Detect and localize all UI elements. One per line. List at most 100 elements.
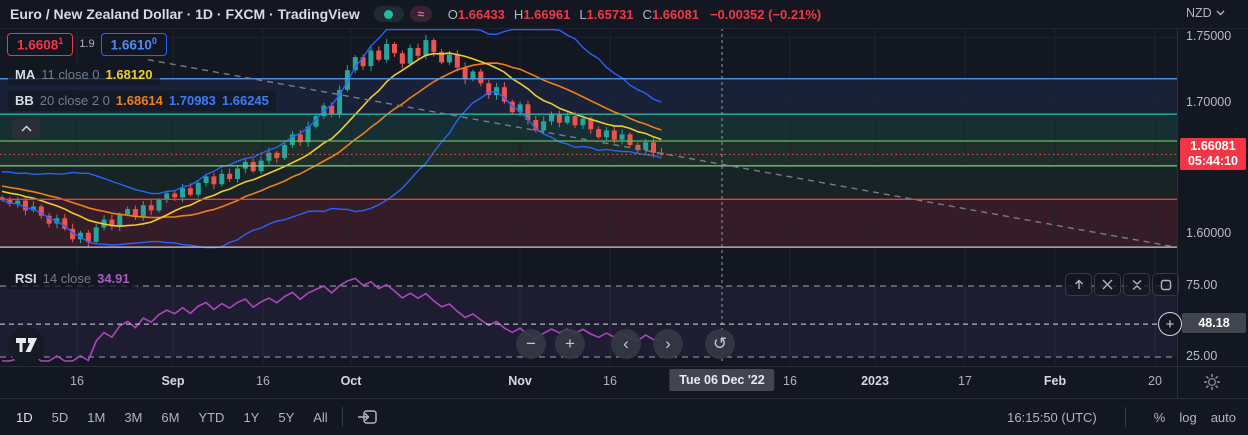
range-ytd-button[interactable]: YTD: [198, 409, 225, 425]
gear-icon: [1204, 374, 1220, 390]
open-label: O: [447, 6, 458, 22]
last-price-value: 1.66081: [1190, 139, 1236, 154]
pane-maximize-button[interactable]: [1152, 273, 1179, 296]
bottom-toolbar: 1D 5D 1M 3M 6M YTD 1Y 5Y All 16:15:50 (U…: [0, 399, 1248, 435]
rsi-tick: 25.00: [1186, 349, 1218, 363]
footer-right-controls: 16:15:50 (UTC) % log auto: [1007, 407, 1236, 427]
range-5d-button[interactable]: 5D: [51, 409, 69, 425]
last-price-badge: 1.66081 05:44:10: [1180, 138, 1246, 171]
quote-panel: 1.66081 1.9 1.66100: [7, 33, 167, 56]
market-status-toggle[interactable]: [373, 6, 404, 22]
rsi-crosshair-badge: 48.18: [1182, 313, 1246, 334]
range-5y-button[interactable]: 5Y: [278, 409, 295, 425]
sell-button[interactable]: 1.66081: [7, 33, 74, 56]
footer-divider-right: [1124, 407, 1126, 427]
ma-name: MA: [15, 67, 36, 82]
market-open-dot-icon: [384, 9, 394, 19]
price-chart-canvas[interactable]: [0, 28, 1177, 366]
range-1d-button[interactable]: 1D: [16, 409, 33, 425]
go-to-date-button[interactable]: [357, 407, 379, 427]
range-all-button[interactable]: All: [313, 409, 328, 425]
tradingview-logo[interactable]: [8, 327, 45, 364]
pane-close-button[interactable]: [1094, 273, 1121, 296]
bb-basis-line: [1, 62, 662, 219]
time-tick: 16: [603, 374, 617, 388]
time-tick: 20: [1148, 374, 1162, 388]
chevron-up-icon: [20, 125, 32, 132]
rsi-params: 14 close: [42, 271, 92, 286]
range-1m-button[interactable]: 1M: [87, 409, 106, 425]
add-alert-plus-icon[interactable]: +: [1158, 312, 1182, 336]
bb-name: BB: [15, 93, 34, 108]
symbol-title[interactable]: Euro / New Zealand Dollar · 1D · FXCM · …: [10, 6, 360, 22]
legend-collapse-button[interactable]: [12, 118, 40, 139]
scroll-right-button[interactable]: ›: [653, 329, 683, 359]
change-value: −0.00352 (−0.21%): [709, 6, 822, 22]
bb-params: 20 close 2 0: [39, 93, 110, 108]
currency-label: NZD: [1186, 6, 1212, 20]
time-tick: Nov: [508, 374, 532, 388]
bb-lower-line: [1, 91, 662, 249]
tv-glyph-icon: [16, 338, 37, 352]
rsi-name: RSI: [15, 271, 37, 286]
price-tick: 1.75000: [1186, 29, 1232, 44]
chevron-down-icon: [1216, 10, 1225, 16]
axis-settings-button[interactable]: [1202, 372, 1222, 392]
range-6m-button[interactable]: 6M: [161, 409, 180, 425]
rsi-line: [2, 277, 662, 362]
rsi-value: 34.91: [97, 271, 130, 286]
price-axis-divider: [1177, 28, 1178, 398]
close-icon: [1102, 279, 1113, 290]
high-label: H: [513, 6, 524, 22]
range-1y-button[interactable]: 1Y: [243, 409, 260, 425]
legend-bb[interactable]: BB 20 close 2 0 1.68614 1.70983 1.66245: [8, 90, 276, 111]
collapse-vertical-icon: [1132, 279, 1141, 290]
range-3m-button[interactable]: 3M: [124, 409, 143, 425]
low-value: 1.65731: [586, 6, 634, 22]
time-tick: Feb: [1043, 374, 1067, 388]
time-tick: Sep: [161, 374, 185, 388]
ohlc-readout: O1.66433 H1.66961 L1.65731 C1.66081 −0.0…: [448, 7, 821, 22]
bb-basis-value: 1.68614: [115, 93, 163, 108]
ma-params: 11 close 0: [41, 67, 100, 82]
time-axis-divider: [0, 366, 1248, 367]
maximize-icon: [1160, 279, 1171, 290]
zoom-out-button[interactable]: −: [516, 329, 546, 359]
auto-scale-button[interactable]: auto: [1210, 409, 1236, 425]
ma-line: [1, 52, 662, 228]
zoom-in-button[interactable]: +: [555, 329, 585, 359]
arrow-up-icon: [1074, 279, 1083, 289]
wave-indicator-icon[interactable]: ≈: [409, 6, 432, 22]
crosshair-date-badge: Tue 06 Dec '22: [669, 369, 775, 391]
footer-divider: [0, 398, 1248, 399]
log-scale-button[interactable]: log: [1179, 409, 1197, 425]
reset-chart-button[interactable]: ↺: [705, 329, 735, 359]
time-tick: 16: [256, 374, 270, 388]
rsi-tick: 75.00: [1186, 278, 1218, 292]
go-to-date-icon: [357, 410, 377, 424]
percent-scale-button[interactable]: %: [1153, 409, 1166, 425]
scroll-left-button[interactable]: ‹: [611, 329, 641, 359]
high-value: 1.66961: [523, 6, 571, 22]
trendline[interactable]: [147, 59, 1177, 248]
buy-button[interactable]: 1.66100: [100, 33, 167, 56]
date-range-buttons: 1D 5D 1M 3M 6M YTD 1Y 5Y All: [16, 410, 328, 425]
time-tick: Oct: [340, 374, 362, 388]
price-axis-currency-dropdown[interactable]: NZD: [1186, 6, 1225, 20]
clock-utc[interactable]: 16:15:50 (UTC): [1007, 409, 1097, 425]
legend-rsi[interactable]: RSI 14 close 34.91: [8, 268, 137, 289]
pane-move-up-button[interactable]: [1065, 273, 1092, 296]
time-tick: 17: [958, 374, 972, 388]
low-label: L: [579, 6, 587, 22]
spread-value: 1.9: [79, 38, 95, 51]
pane-collapse-button[interactable]: [1123, 273, 1150, 296]
chart-header: Euro / New Zealand Dollar · 1D · FXCM · …: [0, 0, 1248, 28]
time-tick: 16: [70, 374, 84, 388]
ma-value: 1.68120: [105, 67, 153, 82]
bb-upper-line: [1, 28, 662, 195]
header-divider: [0, 28, 1248, 29]
legend-ma[interactable]: MA 11 close 0 1.68120: [8, 64, 160, 85]
rsi-band: [0, 286, 1177, 357]
time-tick: 16: [783, 374, 797, 388]
